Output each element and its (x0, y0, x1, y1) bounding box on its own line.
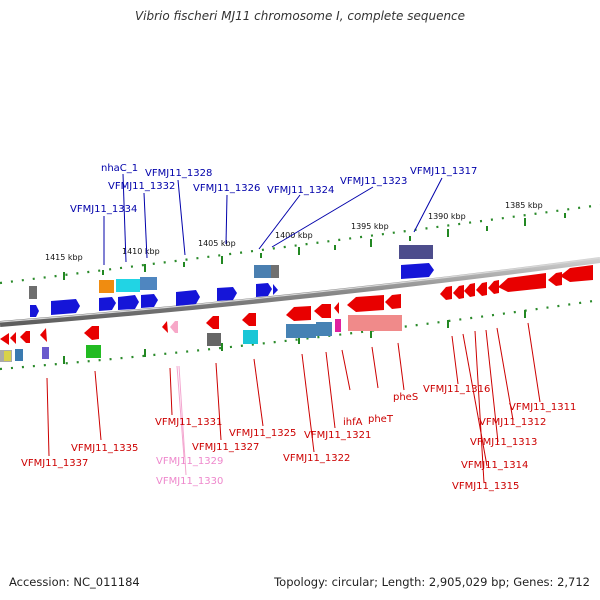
gene-label-vfmj11-1331: VFMJ11_1331 (155, 417, 222, 428)
gene-label-vfmj11-1312: VFMJ11_1312 (479, 417, 546, 428)
gene-label-vfmj11-1330: VFMJ11_1330 (156, 476, 223, 487)
gene-feature (4, 351, 11, 361)
gene-feature (207, 333, 221, 346)
scale-label-1385: 1385 kbp (505, 201, 543, 210)
gene-label-phes: pheS (393, 392, 418, 403)
gene-label-vfmj11-1326: VFMJ11_1326 (193, 183, 260, 194)
scale-label-1395: 1395 kbp (351, 222, 389, 231)
gene-feature (453, 285, 464, 299)
top-gene-labels: nhaC_1 VFMJ11_1332 VFMJ11_1328 VFMJ11_13… (70, 163, 477, 215)
gene-feature (206, 316, 219, 329)
gene-label-vfmj11-1328: VFMJ11_1328 (145, 168, 212, 179)
gene-label-vfmj11-1334: VFMJ11_1334 (70, 204, 137, 215)
gene-feature (99, 280, 114, 293)
gene-feature (170, 321, 178, 333)
gene-feature (140, 277, 157, 290)
gene-feature (335, 319, 341, 332)
bottom-gene-labels: VFMJ11_1337 VFMJ11_1335 VFMJ11_1331 VFMJ… (21, 384, 576, 492)
map-title: Vibrio fischeri MJ11 chromosome I, compl… (134, 9, 466, 23)
gene-feature (118, 295, 139, 310)
scale-label-1400: 1400 kbp (275, 231, 313, 240)
reverse-strand-genes (0, 265, 593, 362)
top-leader-lines (103, 173, 443, 265)
gene-label-vfmj11-1324: VFMJ11_1324 (267, 185, 334, 196)
scale-label-1410: 1410 kbp (122, 247, 160, 256)
gene-feature (488, 280, 499, 294)
scale-labels: 1415 kbp 1410 kbp 1405 kbp 1400 kbp 1395… (45, 201, 543, 262)
gene-feature (314, 304, 331, 318)
gene-feature (464, 283, 475, 297)
gene-feature (0, 333, 9, 345)
gene-label-ihfa: ihfA (343, 417, 363, 428)
gene-feature (256, 283, 272, 297)
gene-feature (401, 263, 434, 279)
topology-text: Topology: circular; Length: 2,905,029 bp… (274, 575, 590, 589)
gene-feature (29, 286, 37, 299)
gene-feature (440, 286, 452, 300)
gene-feature (86, 345, 101, 358)
gene-feature (51, 299, 80, 315)
gene-feature (10, 332, 16, 344)
gene-feature (273, 284, 278, 295)
gene-feature (286, 324, 316, 338)
gene-feature (84, 326, 99, 340)
gene-feature (30, 305, 39, 317)
gene-label-vfmj11-1311: VFMJ11_1311 (509, 402, 576, 413)
gene-feature (347, 295, 384, 312)
gene-feature (560, 265, 593, 282)
gene-feature (334, 302, 339, 314)
accession-text: Accession: NC_011184 (9, 575, 140, 589)
forward-strand-genes (29, 245, 434, 317)
gene-feature (176, 290, 200, 306)
gene-feature (476, 282, 487, 296)
gene-feature (40, 328, 47, 342)
scale-label-1390: 1390 kbp (428, 212, 466, 221)
gene-label-vfmj11-1323: VFMJ11_1323 (340, 176, 407, 187)
gene-feature (20, 331, 30, 343)
gene-feature (271, 265, 279, 278)
bottom-leader-lines (46, 322, 541, 484)
gene-label-vfmj11-1325: VFMJ11_1325 (229, 428, 296, 439)
gene-label-vfmj11-1327: VFMJ11_1327 (192, 442, 259, 453)
gene-feature (316, 322, 332, 336)
gene-label-vfmj11-1332: VFMJ11_1332 (108, 181, 175, 192)
gene-feature (242, 313, 256, 326)
scale-label-1415: 1415 kbp (45, 253, 83, 262)
gene-label-vfmj11-1322: VFMJ11_1322 (283, 453, 350, 464)
gene-feature (399, 245, 433, 259)
gene-feature (99, 297, 116, 311)
gene-label-nhac-1: nhaC_1 (101, 163, 138, 174)
gene-feature (385, 294, 401, 309)
chromosome-backbone (0, 257, 600, 327)
gene-label-vfmj11-1335: VFMJ11_1335 (71, 443, 138, 454)
gene-feature (348, 315, 402, 331)
gene-feature (217, 287, 237, 301)
gene-label-vfmj11-1329: VFMJ11_1329 (156, 456, 223, 467)
gene-label-vfmj11-1315: VFMJ11_1315 (452, 481, 519, 492)
gene-label-phet: pheT (368, 414, 394, 425)
scale-label-1405: 1405 kbp (198, 239, 236, 248)
gene-feature (286, 306, 311, 321)
gene-label-vfmj11-1313: VFMJ11_1313 (470, 437, 537, 448)
scale-ticks (63, 213, 566, 364)
gene-label-vfmj11-1317: VFMJ11_1317 (410, 166, 477, 177)
gene-feature (254, 265, 271, 278)
gene-feature (548, 272, 562, 286)
gene-feature (15, 349, 23, 361)
gene-label-vfmj11-1337: VFMJ11_1337 (21, 458, 88, 469)
gene-label-vfmj11-1316: VFMJ11_1316 (423, 384, 490, 395)
gene-feature (141, 294, 158, 308)
pseudo-leader-lines (176, 365, 187, 476)
gene-feature (162, 321, 168, 333)
gene-label-vfmj11-1314: VFMJ11_1314 (461, 460, 528, 471)
gene-feature (243, 330, 258, 344)
gene-label-vfmj11-1321: VFMJ11_1321 (304, 430, 371, 441)
gene-feature (498, 273, 546, 292)
gene-feature (42, 347, 49, 359)
gene-feature (116, 279, 140, 292)
